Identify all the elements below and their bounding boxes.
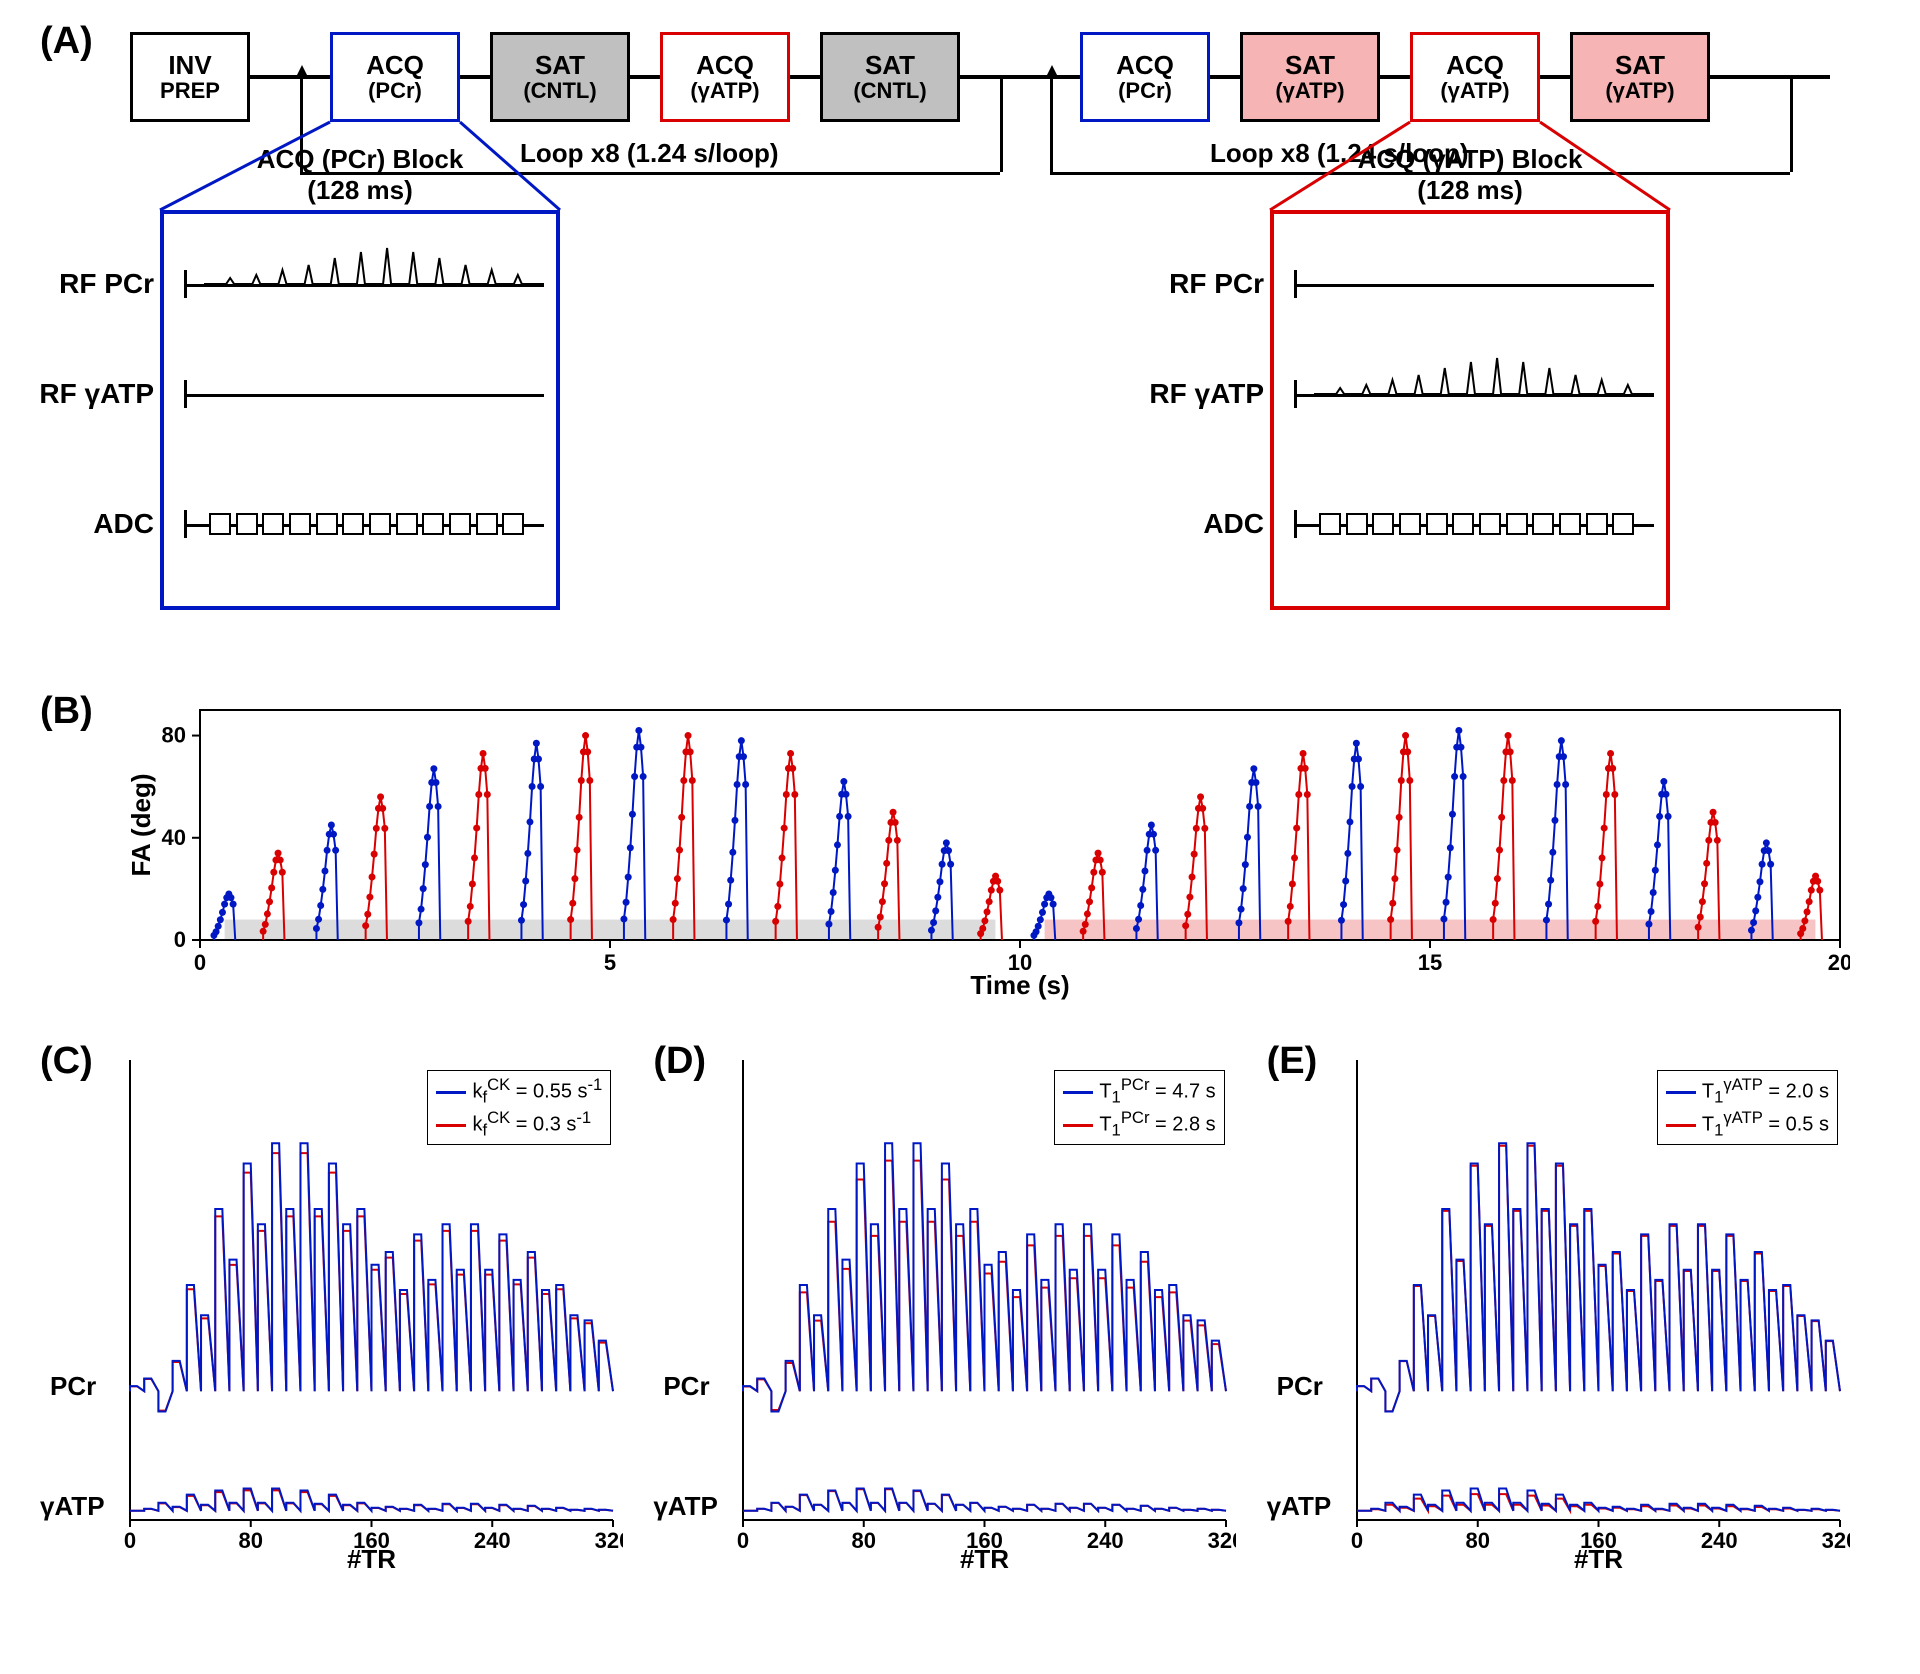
svg-text:#TR: #TR <box>1574 1544 1623 1570</box>
panel-b: (B) 0510152004080Time (s)FA (deg) <box>40 690 1880 1010</box>
svg-text:0: 0 <box>1351 1528 1363 1553</box>
panel-e-label: (E) <box>1267 1040 1318 1083</box>
svg-text:15: 15 <box>1418 950 1442 975</box>
pcr-label: PCr <box>1277 1371 1323 1402</box>
gatp-label: γATP <box>1267 1491 1332 1522</box>
svg-text:80: 80 <box>1465 1528 1489 1553</box>
chart-d: 080160240320#TRPCrγATPT1PCr = 4.7 sT1PCr… <box>723 1050 1236 1570</box>
panels-cde: (C) 080160240320#TRPCrγATPkfCK = 0.55 s-… <box>40 1040 1880 1660</box>
svg-text:80: 80 <box>239 1528 263 1553</box>
svg-text:240: 240 <box>474 1528 511 1553</box>
svg-text:240: 240 <box>1087 1528 1124 1553</box>
legend: T1PCr = 4.7 sT1PCr = 2.8 s <box>1054 1070 1224 1145</box>
svg-text:320: 320 <box>595 1528 623 1553</box>
pcr-label: PCr <box>50 1371 96 1402</box>
svg-text:FA (deg): FA (deg) <box>130 773 156 876</box>
svg-text:80: 80 <box>852 1528 876 1553</box>
panel-e: (E) 080160240320#TRPCrγATPT1γATP = 2.0 s… <box>1267 1040 1880 1660</box>
svg-text:80: 80 <box>162 723 186 748</box>
pcr-label: PCr <box>663 1371 709 1402</box>
legend: kfCK = 0.55 s-1kfCK = 0.3 s-1 <box>427 1070 611 1145</box>
detail-connector-icon <box>40 20 1920 720</box>
svg-text:0: 0 <box>194 950 206 975</box>
panel-a: (A) INVPREPACQ(PCr)SAT(CNTL)ACQ(γATP)SAT… <box>40 20 1880 680</box>
svg-text:0: 0 <box>174 927 186 952</box>
svg-text:Time (s): Time (s) <box>970 970 1069 1000</box>
panel-c-label: (C) <box>40 1040 93 1083</box>
chart-c: 080160240320#TRPCrγATPkfCK = 0.55 s-1kfC… <box>110 1050 623 1570</box>
panel-b-label: (B) <box>40 690 93 733</box>
gatp-label: γATP <box>653 1491 718 1522</box>
svg-text:240: 240 <box>1701 1528 1738 1553</box>
svg-text:5: 5 <box>604 950 616 975</box>
fa-chart: 0510152004080Time (s)FA (deg) <box>130 700 1850 1000</box>
svg-text:#TR: #TR <box>960 1544 1009 1570</box>
fa-chart-svg: 0510152004080Time (s)FA (deg) <box>130 700 1850 1000</box>
svg-text:20: 20 <box>1828 950 1850 975</box>
gatp-label: γATP <box>40 1491 105 1522</box>
svg-text:0: 0 <box>124 1528 136 1553</box>
svg-text:320: 320 <box>1208 1528 1236 1553</box>
svg-text:#TR: #TR <box>347 1544 396 1570</box>
svg-text:0: 0 <box>737 1528 749 1553</box>
svg-text:40: 40 <box>162 825 186 850</box>
legend: T1γATP = 2.0 sT1γATP = 0.5 s <box>1657 1070 1838 1145</box>
panel-d-label: (D) <box>653 1040 706 1083</box>
svg-text:320: 320 <box>1821 1528 1849 1553</box>
panel-c: (C) 080160240320#TRPCrγATPkfCK = 0.55 s-… <box>40 1040 653 1660</box>
chart-e: 080160240320#TRPCrγATPT1γATP = 2.0 sT1γA… <box>1337 1050 1850 1570</box>
panel-d: (D) 080160240320#TRPCrγATPT1PCr = 4.7 sT… <box>653 1040 1266 1660</box>
